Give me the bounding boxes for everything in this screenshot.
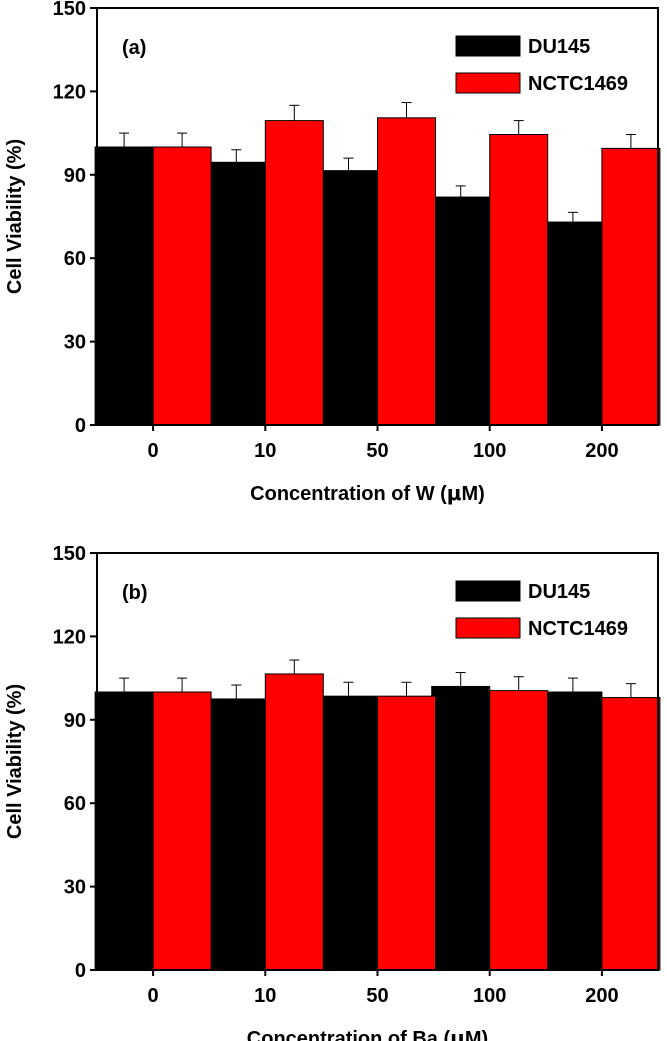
bar-nctc1469-100: [489, 690, 549, 971]
error-bar-du145-0: [119, 132, 130, 147]
bar-du145-10: [206, 698, 266, 971]
y-tick-label-60: 60: [64, 248, 86, 270]
x-tick-label-0: 0: [148, 985, 159, 1007]
x-axis-label: Concentration of Ba (μM): [247, 1026, 488, 1041]
error-bar-du145-50: [343, 157, 354, 171]
legend-swatch-du145: [455, 580, 521, 602]
x-tick-label-50: 50: [366, 440, 388, 462]
bar-du145-10: [206, 161, 266, 426]
y-tick-label-150: 150: [53, 543, 86, 565]
x-tick-label-200: 200: [585, 440, 618, 462]
error-bar-du145-200: [567, 211, 578, 223]
chart-panel-b: 0 30 60 90 120 150 0 10 50 100 200 (b) DU145 NCTC…: [4, 543, 661, 1041]
error-bar-du145-100: [455, 185, 466, 198]
error-bar-du145-10: [231, 684, 242, 699]
error-bar-nctc1469-50: [401, 681, 412, 697]
y-tick-label-60: 60: [64, 793, 86, 815]
y-tick-label-90: 90: [64, 710, 86, 732]
bar-nctc1469-10: [264, 673, 324, 971]
bar-du145-0: [94, 691, 154, 971]
legend-swatch-nctc1469: [455, 617, 521, 639]
chart-panel-a: 0 30 60 90 120 150 0 10 50 100 200 (a) DU145 NCTC…: [4, 0, 661, 505]
x-tick-label-100: 100: [473, 440, 506, 462]
x-tick-label-200: 200: [585, 985, 618, 1007]
error-bar-nctc1469-100: [513, 120, 524, 135]
bar-nctc1469-50: [377, 117, 436, 426]
error-bar-du145-50: [343, 681, 354, 697]
bar-nctc1469-10: [264, 120, 324, 426]
bar-du145-200: [543, 221, 603, 426]
bar-du145-50: [319, 170, 378, 426]
bar-nctc1469-50: [377, 695, 436, 971]
y-tick-label-120: 120: [53, 626, 86, 648]
legend-label-du145: DU145: [528, 581, 590, 603]
bar-nctc1469-0: [152, 146, 212, 426]
error-bars-group: [119, 102, 636, 223]
legend-swatch-nctc1469: [455, 72, 521, 94]
bar-du145-200: [543, 691, 603, 971]
bar-nctc1469-200: [601, 147, 661, 426]
error-bar-nctc1469-0: [177, 677, 188, 692]
x-tick-label-0: 0: [148, 440, 159, 462]
error-bar-du145-0: [119, 677, 130, 692]
x-axis-ticks: 0 10 50 100 200: [148, 970, 619, 1007]
error-bar-nctc1469-200: [625, 683, 636, 698]
bar-du145-100: [431, 196, 491, 426]
x-axis-label: Concentration of W (μM): [250, 481, 485, 505]
bar-nctc1469-0: [152, 691, 212, 971]
error-bar-nctc1469-50: [401, 102, 412, 118]
y-axis-ticks: 0 30 60 90 120 150: [53, 0, 97, 437]
error-bar-nctc1469-0: [177, 132, 188, 147]
y-axis-ticks: 0 30 60 90 120 150: [53, 543, 97, 982]
bar-nctc1469-100: [489, 133, 549, 426]
y-axis-label: Cell Viability (%): [4, 684, 26, 839]
x-axis-ticks: 0 10 50 100 200: [148, 425, 619, 462]
legend: DU145 NCTC1469: [455, 580, 628, 640]
bar-du145-0: [94, 146, 154, 426]
legend-swatch-du145: [455, 35, 521, 57]
panel-label: (a): [122, 37, 146, 59]
error-bar-du145-100: [455, 672, 466, 687]
bar-du145-50: [319, 695, 378, 971]
error-bars-group: [119, 659, 636, 699]
y-tick-label-0: 0: [75, 415, 86, 437]
bar-nctc1469-200: [601, 697, 661, 971]
legend-label-nctc1469: NCTC1469: [528, 73, 628, 95]
error-bar-nctc1469-10: [289, 659, 300, 674]
y-tick-label-30: 30: [64, 332, 86, 354]
panel-label: (b): [122, 582, 148, 604]
x-tick-label-100: 100: [473, 985, 506, 1007]
error-bar-nctc1469-10: [289, 104, 300, 121]
y-tick-label-30: 30: [64, 877, 86, 899]
x-tick-label-50: 50: [366, 985, 388, 1007]
y-tick-label-150: 150: [53, 0, 86, 20]
x-tick-label-10: 10: [254, 440, 276, 462]
x-tick-label-10: 10: [254, 985, 276, 1007]
y-tick-label-0: 0: [75, 960, 86, 982]
error-bar-du145-200: [567, 677, 578, 692]
y-tick-label-120: 120: [53, 81, 86, 103]
bar-du145-100: [431, 685, 491, 971]
legend-label-du145: DU145: [528, 36, 590, 58]
error-bar-du145-10: [231, 149, 242, 163]
error-bar-nctc1469-100: [513, 676, 524, 691]
bars-group: [94, 117, 661, 426]
error-bar-nctc1469-200: [625, 133, 636, 149]
y-tick-label-90: 90: [64, 165, 86, 187]
legend: DU145 NCTC1469: [455, 35, 628, 95]
legend-label-nctc1469: NCTC1469: [528, 618, 628, 640]
y-axis-label: Cell Viability (%): [4, 139, 26, 294]
bars-group: [94, 673, 661, 971]
